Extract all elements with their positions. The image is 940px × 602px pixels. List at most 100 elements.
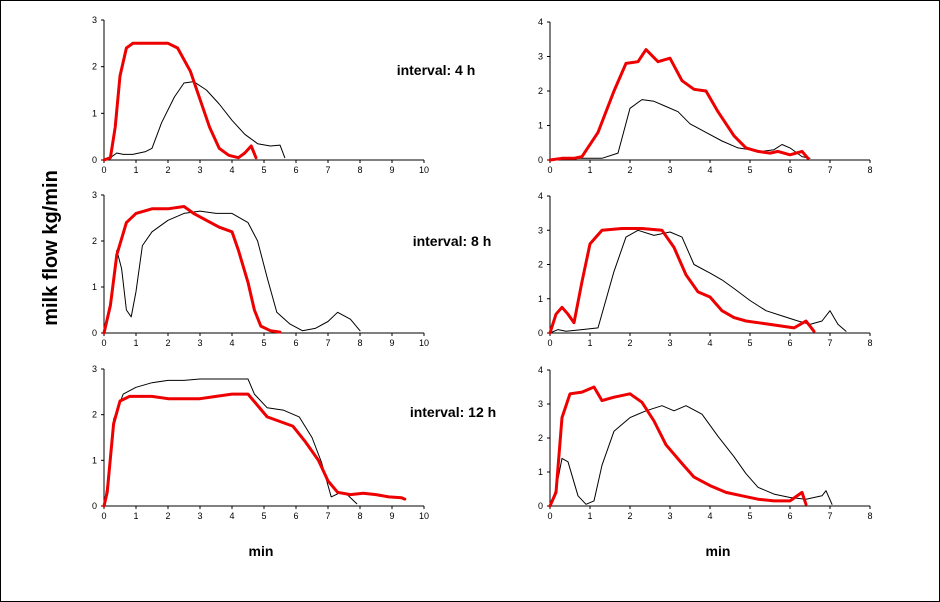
x-tick-label: 0	[101, 338, 106, 348]
series-line-red	[102, 205, 282, 335]
x-tick-label: 9	[389, 165, 394, 175]
panel-row2-left: 0 1 2 3 4 5 6 7 8 9 10 0 1 2 3 interval: 8 h	[92, 190, 491, 348]
interval-annotation: interval: 12 h	[410, 404, 496, 420]
panel-row3-left: 0 1 2 3 4 5 6 7 8 9 10 0 1 2 3 interval: 12 h	[92, 364, 496, 521]
y-tick-label: 0	[538, 155, 543, 165]
x-tick-label: 1	[587, 165, 592, 175]
x-tick-label: 3	[667, 511, 672, 521]
x-tick-label: 8	[867, 338, 872, 348]
x-tick-label: 5	[747, 165, 752, 175]
x-tick-label: 5	[261, 511, 266, 521]
interval-annotation: interval: 8 h	[413, 233, 492, 249]
interval-annotation: interval: 4 h	[397, 62, 476, 78]
x-tick-label: 7	[325, 511, 330, 521]
x-tick-label: 1	[587, 338, 592, 348]
x-tick-label: 2	[627, 165, 632, 175]
y-tick-label: 2	[92, 236, 97, 246]
x-tick-label: 4	[229, 511, 234, 521]
y-tick-label: 3	[538, 399, 543, 409]
y-tick-label: 1	[92, 455, 97, 465]
x-tick-label: 8	[357, 165, 362, 175]
x-tick-label: 5	[747, 511, 752, 521]
y-tick-label: 0	[538, 328, 543, 338]
y-tick-label: 2	[538, 260, 543, 270]
y-tick-label: 1	[92, 282, 97, 292]
y-tick-label: 1	[538, 467, 543, 477]
x-tick-label: 9	[389, 511, 394, 521]
x-tick-label: 6	[293, 165, 298, 175]
x-tick-label: 1	[587, 511, 592, 521]
x-tick-label: 1	[133, 511, 138, 521]
x-tick-label: 0	[547, 165, 552, 175]
x-tick-label: 4	[229, 338, 234, 348]
panel-row2-right: 0 1 2 3 4 5 6 7 8 0 1 2 3 4	[538, 191, 873, 348]
series-line-black	[549, 229, 847, 334]
y-axis-title: milk flow kg/min	[40, 170, 62, 326]
series-line-black	[549, 99, 811, 161]
x-tick-label: 3	[197, 338, 202, 348]
series-line-red	[548, 385, 808, 508]
x-tick-label: 3	[197, 165, 202, 175]
y-tick-label: 0	[92, 328, 97, 338]
y-tick-label: 3	[92, 15, 97, 25]
x-tick-label: 7	[325, 338, 330, 348]
y-tick-label: 2	[92, 62, 97, 72]
x-tick-label: 9	[389, 338, 394, 348]
x-tick-label: 2	[165, 165, 170, 175]
x-tick-label: 2	[627, 511, 632, 521]
x-tick-label: 4	[707, 165, 712, 175]
x-tick-label: 6	[787, 165, 792, 175]
x-tick-label: 4	[229, 165, 234, 175]
y-tick-label: 0	[92, 501, 97, 511]
y-tick-label: 3	[538, 225, 543, 235]
x-tick-label: 2	[165, 511, 170, 521]
x-tick-label: 8	[357, 338, 362, 348]
y-tick-label: 1	[538, 121, 543, 131]
x-tick-label: 7	[827, 165, 832, 175]
x-tick-label: 8	[867, 165, 872, 175]
series-line-red	[548, 48, 810, 162]
x-tick-label: 7	[827, 511, 832, 521]
series-line-black	[549, 405, 833, 507]
x-tick-label: 2	[165, 338, 170, 348]
y-tick-label: 3	[538, 52, 543, 62]
series-line-red	[102, 392, 407, 508]
x-tick-label: 7	[325, 165, 330, 175]
x-tick-label: 3	[667, 338, 672, 348]
y-tick-label: 3	[92, 190, 97, 200]
x-tick-label: 10	[419, 165, 429, 175]
x-tick-label: 0	[101, 511, 106, 521]
x-tick-label: 2	[627, 338, 632, 348]
x-tick-label: 4	[707, 338, 712, 348]
panel-row1-left: 0 1 2 3 4 5 6 7 8 9 10 0 1 2 3 interval: 4 h	[92, 15, 475, 175]
x-tick-label: 0	[101, 165, 106, 175]
series-line-black	[103, 81, 286, 161]
y-tick-label: 4	[538, 17, 543, 27]
x-tick-label: 5	[261, 338, 266, 348]
x-tick-label: 6	[293, 338, 298, 348]
x-tick-label: 8	[867, 511, 872, 521]
x-tick-label: 6	[293, 511, 298, 521]
y-tick-label: 1	[538, 294, 543, 304]
x-tick-label: 8	[357, 511, 362, 521]
x-tick-label: 5	[747, 338, 752, 348]
x-tick-label: 10	[419, 338, 429, 348]
y-tick-label: 4	[538, 365, 543, 375]
x-tick-label: 4	[707, 511, 712, 521]
series-line-black	[103, 210, 361, 334]
x-tick-label: 5	[261, 165, 266, 175]
y-tick-label: 0	[538, 501, 543, 511]
y-tick-label: 0	[92, 155, 97, 165]
y-tick-label: 2	[538, 86, 543, 96]
x-tick-label: 1	[133, 165, 138, 175]
x-axis-title-right: min	[706, 543, 731, 559]
y-tick-label: 2	[538, 433, 543, 443]
x-tick-label: 3	[197, 511, 202, 521]
y-tick-label: 4	[538, 191, 543, 201]
x-tick-label: 6	[787, 511, 792, 521]
x-tick-label: 7	[827, 338, 832, 348]
y-tick-label: 2	[92, 410, 97, 420]
